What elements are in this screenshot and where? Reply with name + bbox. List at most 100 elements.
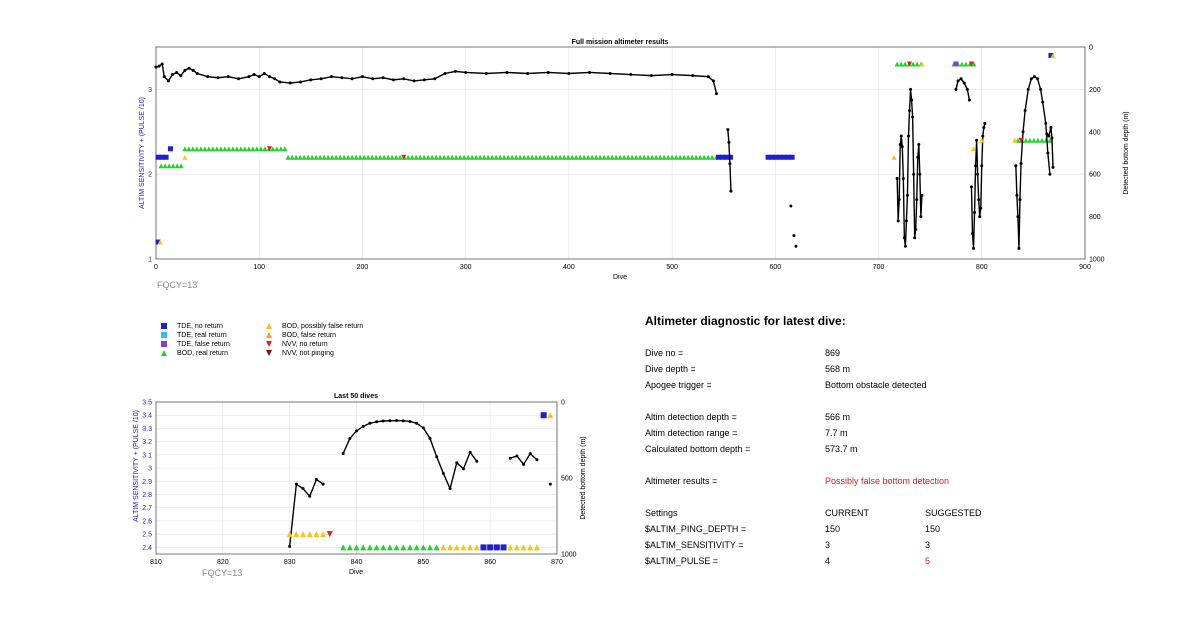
setting-marker [214,146,220,152]
depth-point [355,429,358,433]
setting-marker [645,154,651,160]
depth-point [920,193,924,197]
setting-marker [317,154,323,160]
setting-marker [541,154,547,160]
top-chart-marks [154,52,1056,250]
last-50-dives-chart: Last 50 dives 810 820 830 840 850 860 870 2.42… [133,393,587,576]
setting-marker [406,544,413,551]
setting-marker [377,154,383,160]
setting-marker [333,154,339,160]
sensitivity-current: 3 [825,540,831,550]
setting-marker [230,146,236,152]
depth-point [918,172,922,176]
ping-depth-label: $ALTIM_PING_DEPTH = [645,524,747,534]
depth-point [588,70,592,74]
setting-marker [547,412,554,419]
setting-marker [1050,52,1056,58]
depth-point [962,81,966,85]
depth-point [273,77,277,81]
setting-marker [617,154,623,160]
setting-marker [385,154,391,160]
legend-marker-shape [161,350,167,356]
depth-point [1036,77,1040,81]
depth-point [965,87,969,91]
depth-point [1044,121,1048,125]
depth-point [262,72,266,75]
setting-marker [445,154,451,160]
setting-marker [971,146,977,152]
depth-point [395,419,399,423]
depth-point [175,70,179,74]
setting-marker [157,239,163,245]
depth-point [1026,87,1030,91]
setting-marker [557,154,563,160]
legend-marker-shape [266,350,272,356]
top-x-ticks: 0 100 200 300 400 500 600 700 800 900 [154,264,1091,271]
legend-label: BOD, possibly false return [282,322,364,330]
setting-marker [517,154,523,160]
legend: TDE, no return TDE, real return TDE, fal… [160,322,420,362]
depth-point [895,176,899,180]
altimeter-results-value: Possibly false bottom detection [825,476,950,486]
legend-marker [160,340,168,348]
x-tick-label: 860 [484,559,496,566]
depth-point [792,234,796,238]
setting-marker [429,154,435,160]
setting-marker [270,146,276,152]
setting-marker [320,531,327,538]
setting-marker [222,146,228,152]
x-tick-label: 800 [976,264,988,271]
legend-item: TDE, false return [160,340,230,348]
setting-marker [657,154,663,160]
bottom-grid [155,401,558,554]
setting-marker [509,154,515,160]
setting-marker [777,154,783,160]
depth-point [162,75,166,79]
setting-marker [206,146,212,152]
setting-marker [186,146,192,152]
depth-point [978,215,982,219]
depth-point [408,419,412,423]
setting-marker [427,544,434,551]
depth-point [903,244,907,248]
depth-point [898,143,902,147]
setting-marker [505,154,511,160]
setting-marker [919,61,925,67]
top-y-left-label: ALTIM SENSITIVITY + (PULSE /10) [139,97,146,209]
legend-label: TDE, no return [177,322,223,330]
setting-marker [765,154,771,160]
y-left-tick-label: 2.4 [142,545,152,552]
setting-marker [166,163,172,169]
y-right-tick-label: 500 [561,476,573,483]
legend-label: TDE, real return [177,331,227,339]
setting-marker [373,154,379,160]
depth-point [1032,75,1036,79]
calculated-depth-label: Calculated bottom depth = [645,444,751,454]
depth-point [294,482,298,486]
setting-marker [533,154,539,160]
setting-marker [493,544,500,551]
setting-marker [781,154,787,160]
depth-point [412,79,416,83]
y-left-tick-label: 2.5 [142,532,152,539]
setting-marker [155,154,161,160]
depth-point [1029,77,1033,81]
depth-point [455,461,459,465]
setting-marker [397,154,403,160]
setting-marker [163,154,169,160]
setting-marker [545,154,551,160]
setting-marker [709,154,715,160]
setting-marker [285,154,291,160]
depth-point [257,75,261,79]
setting-marker [569,154,575,160]
depth-point [567,72,571,75]
setting-marker [605,154,611,160]
dive-no-value: 869 [825,348,841,358]
depth-point [461,467,465,471]
y-right-tick-label: 800 [1089,214,1101,221]
depth-point [381,419,385,423]
setting-marker [665,154,671,160]
depth-point [528,452,532,456]
depth-point [899,134,903,138]
depth-point [422,78,426,82]
